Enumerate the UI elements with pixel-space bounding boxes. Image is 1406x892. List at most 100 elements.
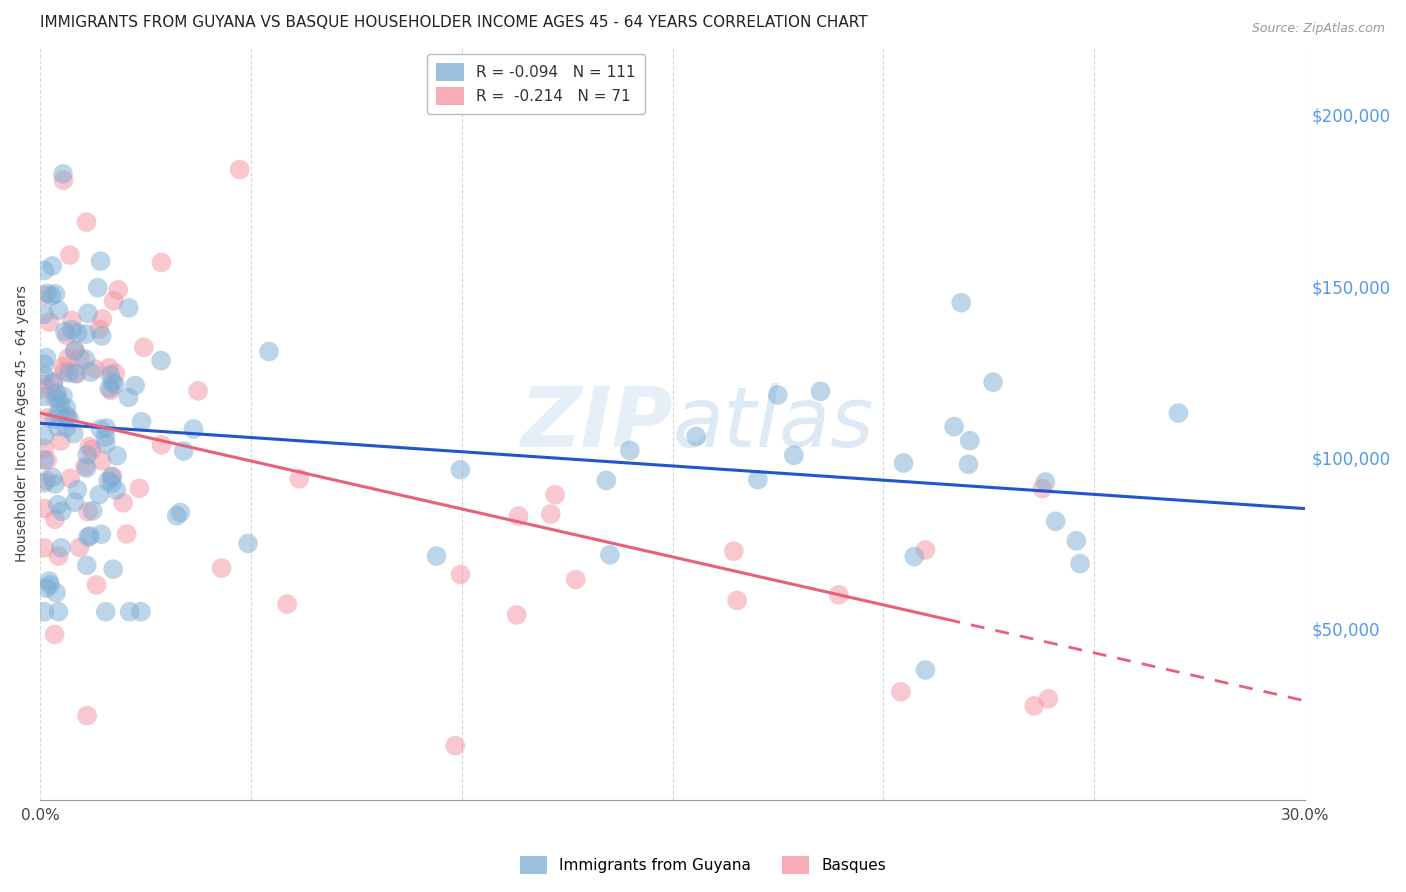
Point xyxy=(62,426,84,441)
Point xyxy=(52,359,75,374)
Point xyxy=(79,529,101,543)
Point xyxy=(129,605,152,619)
Point xyxy=(44,627,66,641)
Point xyxy=(44,412,66,426)
Point xyxy=(60,313,83,327)
Point xyxy=(34,475,56,490)
Point xyxy=(725,593,748,607)
Point xyxy=(37,410,59,425)
Point xyxy=(52,167,75,181)
Point xyxy=(914,663,936,677)
Point xyxy=(150,353,173,368)
Point xyxy=(55,328,77,343)
Point xyxy=(89,488,111,502)
Point xyxy=(46,419,69,434)
Point xyxy=(55,401,77,415)
Point xyxy=(75,352,97,367)
Point xyxy=(89,254,111,268)
Point xyxy=(79,365,101,379)
Point xyxy=(77,440,100,454)
Point xyxy=(51,504,73,518)
Point xyxy=(893,456,915,470)
Point xyxy=(94,437,117,451)
Point xyxy=(903,549,925,564)
Point xyxy=(48,405,70,419)
Point xyxy=(1024,698,1046,713)
Point xyxy=(87,280,110,294)
Point xyxy=(94,605,117,619)
Point xyxy=(685,429,707,443)
Point xyxy=(810,384,832,399)
Point xyxy=(34,605,56,619)
Point xyxy=(60,323,83,337)
Point xyxy=(34,390,56,404)
Point xyxy=(34,501,56,516)
Point xyxy=(112,496,135,510)
Point xyxy=(783,448,806,462)
Point xyxy=(34,288,56,302)
Point xyxy=(173,444,195,458)
Point xyxy=(53,365,76,379)
Point xyxy=(76,708,98,723)
Point xyxy=(69,351,91,365)
Point xyxy=(98,360,121,375)
Point xyxy=(44,392,66,406)
Point xyxy=(58,366,80,380)
Point xyxy=(91,312,114,326)
Point xyxy=(41,289,63,303)
Point xyxy=(34,382,56,396)
Point xyxy=(76,461,98,475)
Point xyxy=(66,326,89,340)
Point xyxy=(1038,691,1060,706)
Point xyxy=(150,255,173,269)
Point xyxy=(101,476,124,491)
Point xyxy=(132,340,155,354)
Point xyxy=(73,459,96,474)
Point xyxy=(35,581,58,595)
Point xyxy=(981,375,1004,389)
Point xyxy=(1045,514,1067,528)
Point xyxy=(34,263,56,277)
Point xyxy=(49,434,72,448)
Point xyxy=(131,415,153,429)
Point xyxy=(124,378,146,392)
Point xyxy=(959,434,981,448)
Point xyxy=(544,488,567,502)
Point xyxy=(505,607,527,622)
Point xyxy=(34,453,56,467)
Point xyxy=(166,508,188,523)
Point xyxy=(508,509,530,524)
Point xyxy=(425,549,447,563)
Point xyxy=(228,162,250,177)
Point xyxy=(94,421,117,435)
Point xyxy=(105,449,128,463)
Point xyxy=(118,605,141,619)
Point xyxy=(183,422,205,436)
Point xyxy=(77,530,100,544)
Point xyxy=(37,286,59,301)
Point xyxy=(44,287,66,301)
Point xyxy=(1035,475,1057,489)
Point xyxy=(76,215,98,229)
Point xyxy=(48,549,70,563)
Point xyxy=(66,367,89,381)
Point xyxy=(957,458,980,472)
Point xyxy=(34,377,56,392)
Point xyxy=(236,536,259,550)
Point xyxy=(97,474,120,488)
Point xyxy=(94,430,117,444)
Point xyxy=(59,412,82,426)
Point xyxy=(747,473,769,487)
Point xyxy=(449,462,471,476)
Point xyxy=(169,506,191,520)
Point xyxy=(34,357,56,371)
Point xyxy=(45,386,67,401)
Point xyxy=(565,573,588,587)
Point xyxy=(82,504,104,518)
Point xyxy=(41,470,63,484)
Point xyxy=(118,301,141,315)
Point xyxy=(90,453,112,467)
Point xyxy=(34,307,56,321)
Point xyxy=(766,388,789,402)
Text: atlas: atlas xyxy=(672,383,875,464)
